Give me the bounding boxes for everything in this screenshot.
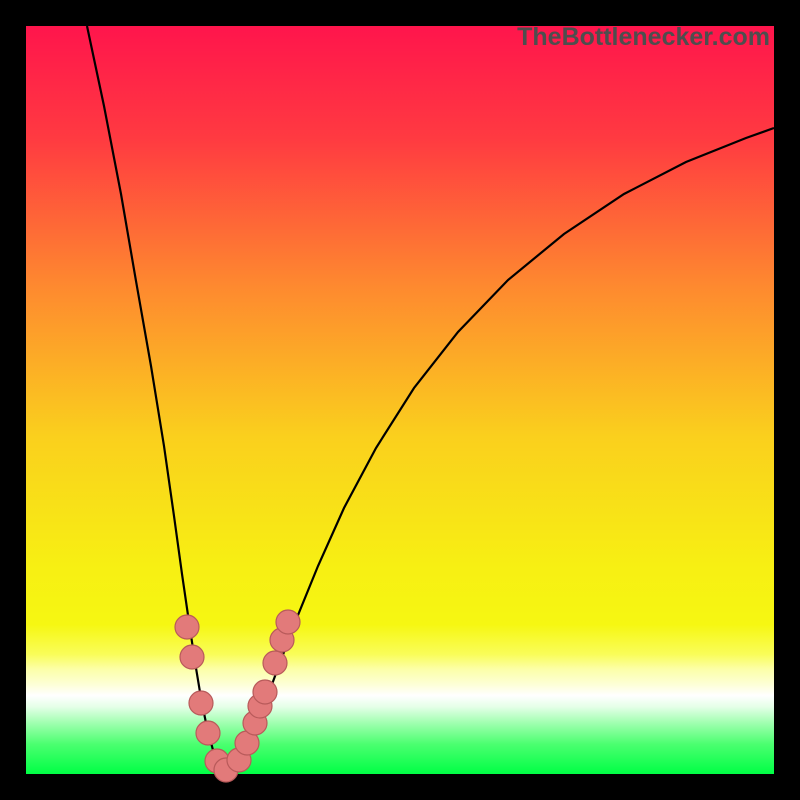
data-marker [189,691,213,715]
chart-svg [26,26,774,774]
bottleneck-curve-right [226,128,774,771]
marker-group [175,610,300,782]
data-marker [276,610,300,634]
data-marker [263,651,287,675]
bottleneck-curve-left [87,26,226,771]
watermark-text: TheBottlenecker.com [517,23,770,52]
data-marker [196,721,220,745]
data-marker [253,680,277,704]
data-marker [175,615,199,639]
plot-area: TheBottlenecker.com [26,26,774,774]
data-marker [180,645,204,669]
